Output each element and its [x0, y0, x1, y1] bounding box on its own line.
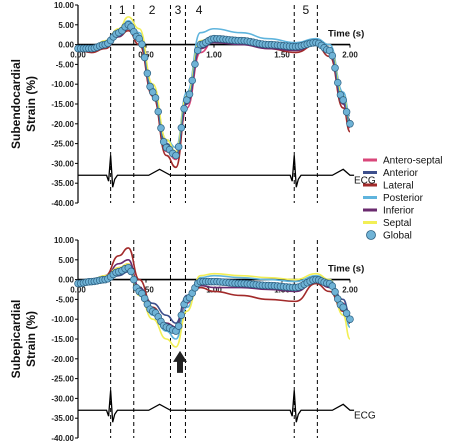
x-tick-label: 1.50: [274, 51, 290, 60]
global-point: [331, 64, 339, 72]
legend-label: Septal: [383, 218, 411, 229]
phase-label: 5: [302, 3, 309, 17]
ecg-trace: [78, 390, 355, 423]
y-tick-label: -35.00: [51, 414, 74, 423]
legend-label: Inferior: [383, 206, 415, 217]
global-point: [339, 303, 347, 312]
global-point: [157, 124, 165, 132]
series-line-septal: [78, 262, 350, 348]
global-point: [328, 51, 337, 60]
global-point: [130, 275, 138, 284]
global-point: [346, 120, 354, 128]
global-point: [191, 60, 199, 68]
subendocardial-panel: 10.005.000.00-5.00-10.00-15.00-20.00-25.…: [9, 1, 376, 208]
global-point: [140, 53, 149, 62]
global-point: [346, 315, 354, 323]
y-axis-title: SubendocardialStrain (%): [9, 59, 38, 149]
global-point: [334, 78, 342, 87]
legend-label: Anterior: [383, 168, 419, 179]
legend-label: Lateral: [383, 181, 414, 192]
y-tick-label: -25.00: [51, 375, 74, 384]
global-point: [143, 69, 152, 78]
y-axis-title-line: Strain (%): [24, 76, 38, 132]
y-tick-label: 10.00: [54, 1, 75, 10]
global-point: [151, 94, 160, 102]
global-point: [174, 143, 183, 151]
y-tick-label: 10.00: [54, 236, 75, 245]
global-point: [188, 76, 196, 85]
global-point: [339, 96, 347, 104]
x-tick-label: 0.00: [70, 51, 86, 60]
phase-label: 1: [119, 3, 126, 17]
arrow-marker: [173, 350, 187, 373]
global-point: [177, 124, 186, 132]
y-tick-label: 0.00: [58, 41, 74, 50]
y-tick-label: -15.00: [51, 100, 74, 109]
global-point: [172, 151, 180, 160]
global-point: [331, 288, 339, 296]
y-tick-label: -5.00: [56, 60, 75, 69]
legend-label: Posterior: [383, 193, 424, 204]
y-tick-label: 5.00: [58, 256, 74, 265]
y-tick-label: -30.00: [51, 159, 74, 168]
global-point: [185, 90, 194, 99]
x-axis-title: Time (s): [328, 29, 364, 40]
x-axis-title: Time (s): [328, 264, 364, 275]
y-axis-title-line: Subepicardial: [9, 300, 23, 379]
phase-label: 4: [196, 3, 203, 17]
legend-label: Global: [383, 231, 412, 242]
legend-marker: [366, 230, 376, 240]
y-tick-label: -30.00: [51, 394, 74, 403]
x-tick-label: 1.00: [206, 51, 222, 60]
ecg-trace: [78, 155, 355, 188]
y-tick-label: 5.00: [58, 21, 74, 30]
y-axis-title-line: Strain (%): [24, 311, 38, 367]
y-tick-label: -20.00: [51, 120, 74, 129]
ecg-label: ECG: [354, 410, 376, 421]
y-tick-label: -40.00: [51, 199, 74, 208]
phase-label: 2: [149, 3, 156, 17]
global-point: [174, 322, 183, 330]
global-point: [154, 107, 162, 116]
phase-label: 3: [175, 3, 182, 17]
x-tick-label: 0.50: [138, 286, 154, 295]
y-tick-label: -40.00: [51, 434, 74, 443]
y-tick-label: -10.00: [51, 315, 74, 324]
y-tick-label: 0.00: [58, 276, 74, 285]
global-point: [342, 309, 351, 318]
x-tick-label: 2.00: [342, 286, 358, 295]
y-tick-label: -20.00: [51, 355, 74, 364]
subepicardial-panel: 10.005.000.00-5.00-10.00-15.00-20.00-25.…: [9, 236, 376, 443]
legend-label: Antero-septal: [383, 156, 442, 167]
x-tick-label: 1.00: [206, 286, 222, 295]
series-line-inferior: [78, 27, 350, 157]
x-tick-label: 0.00: [70, 286, 86, 295]
y-tick-label: -10.00: [51, 80, 74, 89]
x-tick-label: 2.00: [342, 51, 358, 60]
y-axis-title-line: Subendocardial: [9, 59, 23, 149]
global-point: [342, 108, 351, 116]
y-axis-title: SubepicardialStrain (%): [9, 300, 38, 379]
global-point: [138, 40, 146, 48]
global-point: [177, 311, 186, 319]
global-point: [127, 267, 135, 276]
y-tick-label: -25.00: [51, 140, 74, 149]
global-point: [180, 104, 188, 113]
y-tick-label: -5.00: [56, 295, 75, 304]
y-tick-label: -15.00: [51, 335, 74, 344]
ecg-label: ECG: [354, 175, 376, 186]
y-tick-label: -35.00: [51, 179, 74, 188]
